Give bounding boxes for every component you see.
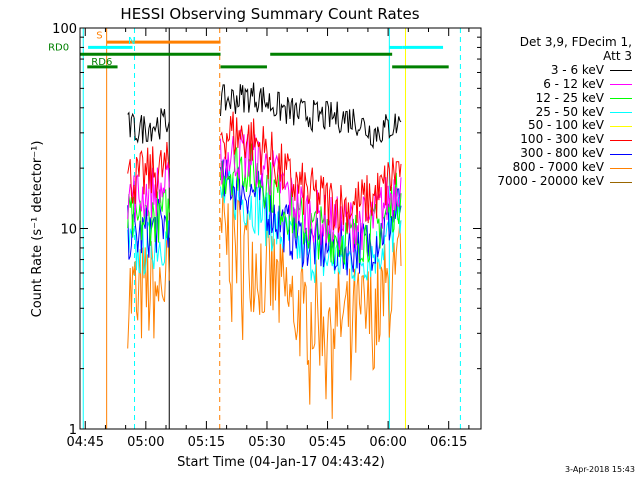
series-trace-800-7000keV-seg0 bbox=[127, 235, 170, 349]
legend-label: 100 - 300 keV bbox=[520, 132, 604, 147]
series-trace-800-7000keV-seg1 bbox=[220, 183, 402, 419]
legend: Det 3,9, FDecim 1, Att 3 3 - 6 keV 6 - 12… bbox=[486, 35, 632, 189]
x-tick-label-2: 05:15 bbox=[188, 435, 225, 450]
legend-header-line-1: Det 3,9, FDecim 1, bbox=[519, 35, 632, 49]
legend-swatch bbox=[610, 84, 632, 86]
series-trace-300-800keV-seg1 bbox=[220, 159, 402, 276]
legend-label: 300 - 800 keV bbox=[520, 146, 604, 161]
y-tick-label-2: 100 bbox=[52, 22, 77, 37]
x-axis-label: Start Time (04-Jan-17 04:43:42) bbox=[177, 455, 385, 470]
legend-label: 7000 - 20000 keV bbox=[497, 174, 604, 189]
series-trace-100-300keV-seg0 bbox=[127, 141, 170, 204]
legend-label: 800 - 7000 keV bbox=[512, 160, 604, 175]
legend-label: 12 - 25 keV bbox=[535, 90, 604, 105]
legend-entry: 300 - 800 keV bbox=[486, 146, 632, 161]
series-trace-3-6keV-seg1 bbox=[220, 82, 402, 150]
legend-label: 3 - 6 keV bbox=[550, 62, 604, 77]
x-tick-label-1: 05:00 bbox=[127, 435, 164, 450]
y-tick-label-0: 1 bbox=[69, 423, 77, 438]
legend-swatch bbox=[610, 125, 632, 127]
state-label-S: S bbox=[96, 30, 102, 41]
chart-title: HESSI Observing Summary Count Rates bbox=[120, 5, 419, 23]
series-trace-100-300keV-seg1 bbox=[220, 111, 402, 233]
plot-area: S N RD0 RD6 bbox=[48, 28, 461, 429]
timestamp: 3-Apr-2018 15:43 bbox=[565, 465, 635, 474]
state-label-RD0: RD0 bbox=[48, 42, 69, 53]
x-tick-label-6: 06:15 bbox=[430, 435, 467, 450]
x-tick-label-3: 05:30 bbox=[248, 435, 285, 450]
y-axis-label: Count Rate (s⁻¹ detector⁻¹) bbox=[30, 141, 45, 318]
legend-swatch bbox=[610, 111, 632, 113]
legend-label: 50 - 100 keV bbox=[527, 118, 604, 133]
series-trace-12-25keV-seg1 bbox=[220, 143, 402, 265]
legend-entry: 7000 - 20000 keV bbox=[486, 174, 632, 189]
legend-entry: 25 - 50 keV bbox=[486, 104, 632, 120]
legend-entry: 3 - 6 keV bbox=[486, 62, 632, 78]
y-tick-label-1: 10 bbox=[60, 223, 77, 238]
legend-entry: 12 - 25 keV bbox=[486, 90, 632, 106]
legend-header-line-2: Att 3 bbox=[603, 48, 632, 63]
legend-swatch bbox=[610, 181, 632, 183]
legend-label: 25 - 50 keV bbox=[535, 104, 604, 119]
state-label-RD6: RD6 bbox=[91, 57, 112, 68]
legend-swatch bbox=[610, 139, 632, 141]
legend-entry: 100 - 300 keV bbox=[486, 132, 632, 147]
legend-swatch bbox=[610, 98, 632, 100]
legend-swatch bbox=[610, 153, 632, 155]
legend-swatch bbox=[610, 70, 632, 72]
legend-swatch bbox=[610, 167, 632, 169]
x-tick-label-5: 06:00 bbox=[369, 435, 406, 450]
legend-entry: 6 - 12 keV bbox=[486, 76, 632, 92]
series-trace-3-6keV-seg0 bbox=[127, 108, 170, 144]
legend-entry: 50 - 100 keV bbox=[486, 119, 632, 133]
x-tick-label-0: 04:45 bbox=[67, 435, 104, 450]
state-label-N: N bbox=[128, 36, 135, 47]
legend-label: 6 - 12 keV bbox=[543, 76, 604, 91]
x-tick-label-4: 05:45 bbox=[309, 435, 346, 450]
axes: 04:45 05:00 05:15 05:30 05:45 06:00 06:15 1 10 10… bbox=[52, 22, 481, 450]
series-trace-25-50keV-seg1 bbox=[220, 167, 402, 284]
legend-entry: 800 - 7000 keV bbox=[486, 160, 632, 175]
